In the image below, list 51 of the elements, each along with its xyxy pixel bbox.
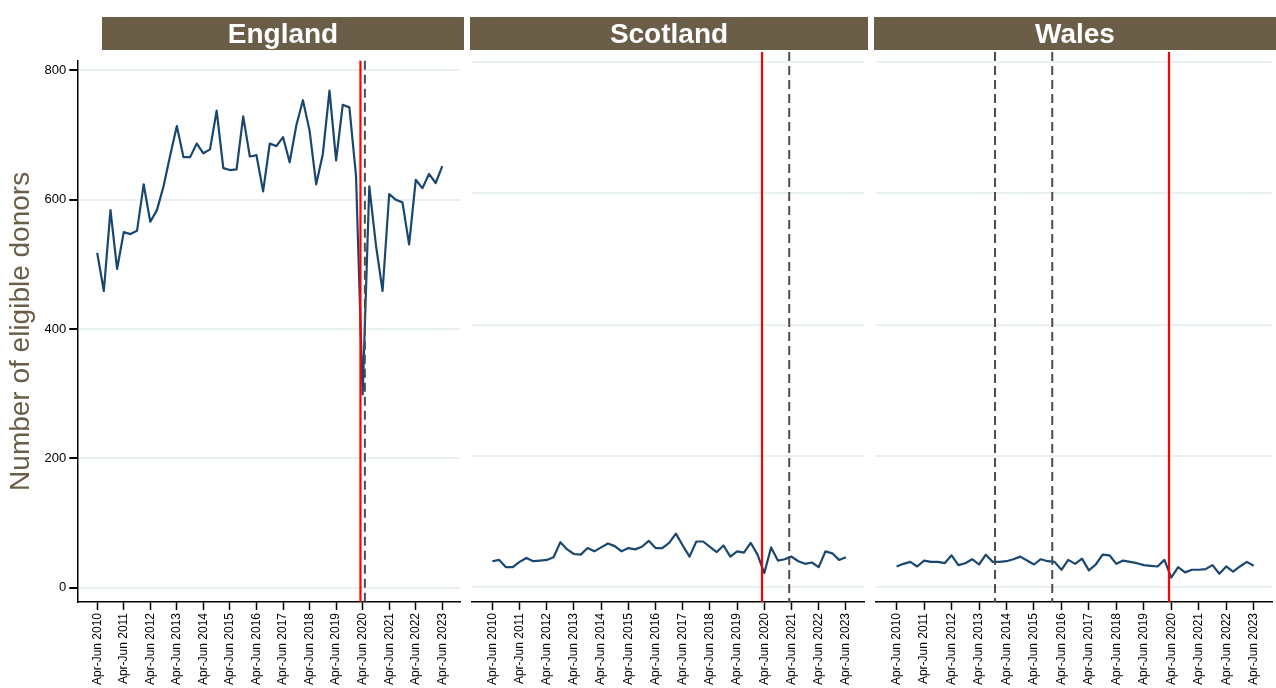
x-tick-label: Apr-Jun 2023	[1246, 612, 1260, 685]
x-tick-label: Apr-Jun 2014	[593, 612, 608, 685]
x-tick-label: Apr-Jun 2020	[354, 612, 369, 685]
x-tick-label: Apr-Jun 2011	[511, 612, 526, 685]
x-tick-label: Apr-Jun 2012	[539, 612, 554, 685]
x-tick-label: Apr-Jun 2020	[756, 612, 771, 685]
y-tick-label: 0	[59, 579, 67, 595]
x-tick-label: Apr-Jun 2017	[275, 612, 290, 685]
x-tick-label: Apr-Jun 2022	[1218, 612, 1233, 685]
x-tick-label: Apr-Jun 2013	[971, 612, 986, 685]
chart-title: Scotland	[470, 17, 868, 50]
x-tick-label: Apr-Jun 2020	[1163, 612, 1178, 685]
y-tick-label: 800	[44, 62, 67, 78]
x-tick-label: Apr-Jun 2013	[566, 612, 581, 685]
x-tick-label: Apr-Jun 2011	[916, 612, 931, 685]
y-axis-title: Number of eligible donors	[3, 171, 35, 491]
x-tick-label: Apr-Jun 2010	[89, 612, 104, 685]
x-tick-label: Apr-Jun 2013	[169, 612, 184, 685]
x-tick-label: Apr-Jun 2023	[434, 612, 449, 685]
x-tick-label: Apr-Jun 2021	[381, 612, 396, 685]
y-tick-label: 600	[44, 191, 67, 207]
x-tick-label: Apr-Jun 2011	[116, 612, 131, 685]
x-tick-label: Apr-Jun 2018	[1108, 612, 1123, 685]
x-tick-label: Apr-Jun 2017	[675, 612, 690, 685]
x-tick-label: Apr-Jun 2016	[248, 612, 263, 685]
x-tick-label: Apr-Jun 2015	[620, 612, 635, 685]
x-tick-label: Apr-Jun 2018	[702, 612, 717, 685]
x-tick-label: Apr-Jun 2010	[888, 612, 903, 685]
x-tick-label: Apr-Jun 2019	[1136, 612, 1151, 685]
x-tick-label: Apr-Jun 2022	[408, 612, 423, 685]
x-tick-label: Apr-Jun 2019	[328, 612, 343, 685]
x-tick-label: Apr-Jun 2016	[647, 612, 662, 685]
x-tick-label: Apr-Jun 2019	[729, 612, 744, 685]
x-tick-label: Apr-Jun 2021	[1191, 612, 1206, 685]
y-tick-label: 200	[44, 450, 67, 465]
x-tick-label: Apr-Jun 2015	[222, 612, 237, 685]
x-tick-label: Apr-Jun 2012	[943, 612, 958, 685]
x-tick-label: Apr-Jun 2022	[810, 612, 825, 685]
x-tick-label: Apr-Jun 2012	[142, 612, 157, 685]
x-tick-label: Apr-Jun 2018	[301, 612, 316, 685]
x-tick-label: Apr-Jun 2017	[1081, 612, 1096, 685]
x-tick-label: Apr-Jun 2014	[998, 612, 1013, 685]
chart-title: England	[102, 17, 464, 50]
x-tick-label: Apr-Jun 2015	[1026, 612, 1041, 685]
x-tick-label: Apr-Jun 2023	[838, 612, 853, 685]
x-tick-label: Apr-Jun 2016	[1053, 612, 1068, 685]
x-tick-label: Apr-Jun 2010	[484, 612, 499, 685]
chart-title: Wales	[874, 17, 1276, 50]
y-tick-label: 400	[44, 320, 67, 336]
x-tick-label: Apr-Jun 2021	[783, 612, 798, 685]
x-tick-label: Apr-Jun 2014	[195, 612, 210, 685]
